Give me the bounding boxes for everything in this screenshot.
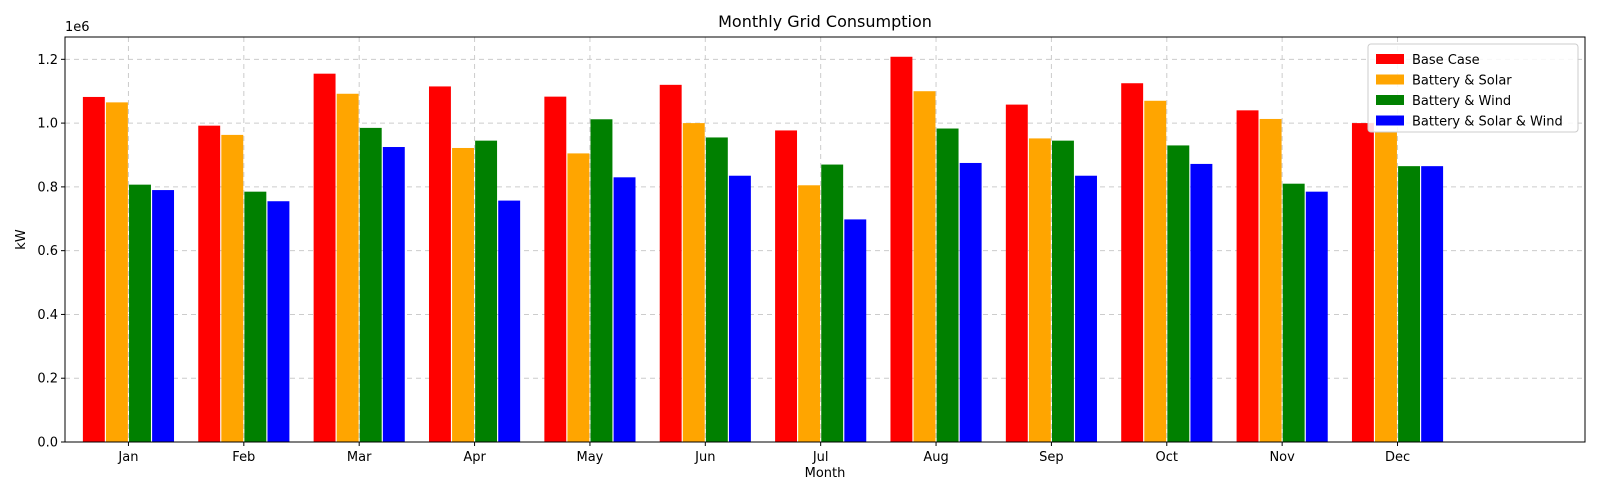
- bar: [1375, 132, 1397, 442]
- bar: [82, 96, 105, 442]
- bar: [613, 177, 636, 443]
- x-tick-label: Mar: [347, 450, 372, 465]
- bar: [1190, 163, 1213, 442]
- legend-label: Battery & Solar & Wind: [1412, 115, 1563, 130]
- x-tick-label: Oct: [1156, 450, 1178, 465]
- bar: [890, 56, 913, 442]
- bar: [1282, 183, 1305, 442]
- y-axis-label: kW: [14, 229, 29, 250]
- y-tick-label: 0.2: [37, 372, 58, 387]
- legend-label: Battery & Solar: [1412, 74, 1512, 89]
- bar: [1028, 138, 1051, 442]
- x-tick-label: Dec: [1385, 450, 1410, 465]
- bar: [221, 134, 244, 442]
- bar: [913, 91, 936, 443]
- bar: [1259, 118, 1282, 442]
- bar: [1305, 191, 1328, 442]
- bar: [428, 86, 451, 442]
- bar: [1121, 83, 1144, 442]
- y-tick-label: 0.6: [37, 244, 58, 259]
- bar: [152, 190, 175, 442]
- bar: [1236, 110, 1259, 442]
- x-tick-label: Feb: [232, 450, 255, 465]
- bar: [475, 140, 498, 443]
- y-tick-label: 1.2: [37, 53, 58, 68]
- bar: [1144, 100, 1167, 442]
- bar: [682, 123, 705, 443]
- y-axis-offset-text: 1e6: [65, 20, 90, 35]
- x-tick-label: Aug: [923, 450, 948, 465]
- bar: [382, 147, 405, 442]
- y-tick-label: 0.0: [37, 436, 58, 451]
- legend-swatch: [1376, 74, 1404, 85]
- x-tick-label: May: [576, 450, 603, 465]
- x-axis-label: Month: [805, 466, 846, 481]
- bar: [959, 162, 982, 442]
- bar: [936, 128, 959, 442]
- bar: [1051, 140, 1074, 443]
- bar: [1421, 166, 1444, 442]
- bar: [728, 175, 751, 443]
- bar: [1167, 145, 1190, 442]
- legend-swatch: [1376, 95, 1404, 105]
- y-tick-label: 1.0: [37, 117, 58, 132]
- bar: [313, 73, 336, 443]
- legend-swatch: [1376, 54, 1404, 64]
- bar: [705, 137, 728, 442]
- bar: [590, 119, 613, 443]
- bar: [198, 125, 221, 443]
- bar: [821, 164, 844, 442]
- y-tick-label: 0.4: [37, 308, 58, 323]
- x-tick-label: Nov: [1269, 450, 1295, 465]
- bar: [267, 201, 290, 442]
- bar: [359, 127, 382, 442]
- chart-title: Monthly Grid Consumption: [718, 12, 932, 31]
- bar: [544, 96, 567, 443]
- legend-swatch: [1376, 115, 1404, 126]
- bar: [659, 84, 682, 442]
- bar: [336, 93, 359, 442]
- bar: [798, 185, 821, 442]
- bars: [82, 56, 1444, 443]
- x-tick-label: Apr: [463, 450, 486, 465]
- bar: [498, 200, 521, 442]
- y-tick-label: 0.8: [37, 180, 58, 195]
- bar: [1398, 166, 1421, 442]
- bar: [567, 153, 590, 442]
- bar: [844, 219, 867, 442]
- bar: [1075, 175, 1097, 443]
- x-tick-label: Sep: [1039, 450, 1064, 465]
- bar: [1351, 123, 1374, 443]
- x-tick-label: Jan: [117, 450, 138, 465]
- axis-ticks: 0.0 0.2 0.4 0.6 0.8 1.0 1.2 Jan Feb Mar Apr May Jun J…: [37, 53, 1410, 465]
- bar: [105, 102, 128, 442]
- plot-area-frame: [64, 36, 1586, 443]
- legend-box: [1367, 43, 1579, 133]
- legend: Base Case Battery & Solar Battery & Wind Ba…: [1367, 43, 1579, 133]
- x-tick-label: Jun: [694, 450, 715, 465]
- bar: [452, 147, 474, 442]
- legend-label: Battery & Wind: [1412, 94, 1511, 109]
- bar: [775, 130, 798, 442]
- x-tick-label: Jul: [812, 450, 829, 465]
- bar: [244, 191, 267, 442]
- legend-label: Base Case: [1412, 53, 1480, 68]
- bar: [1005, 104, 1028, 443]
- bar: [129, 184, 151, 443]
